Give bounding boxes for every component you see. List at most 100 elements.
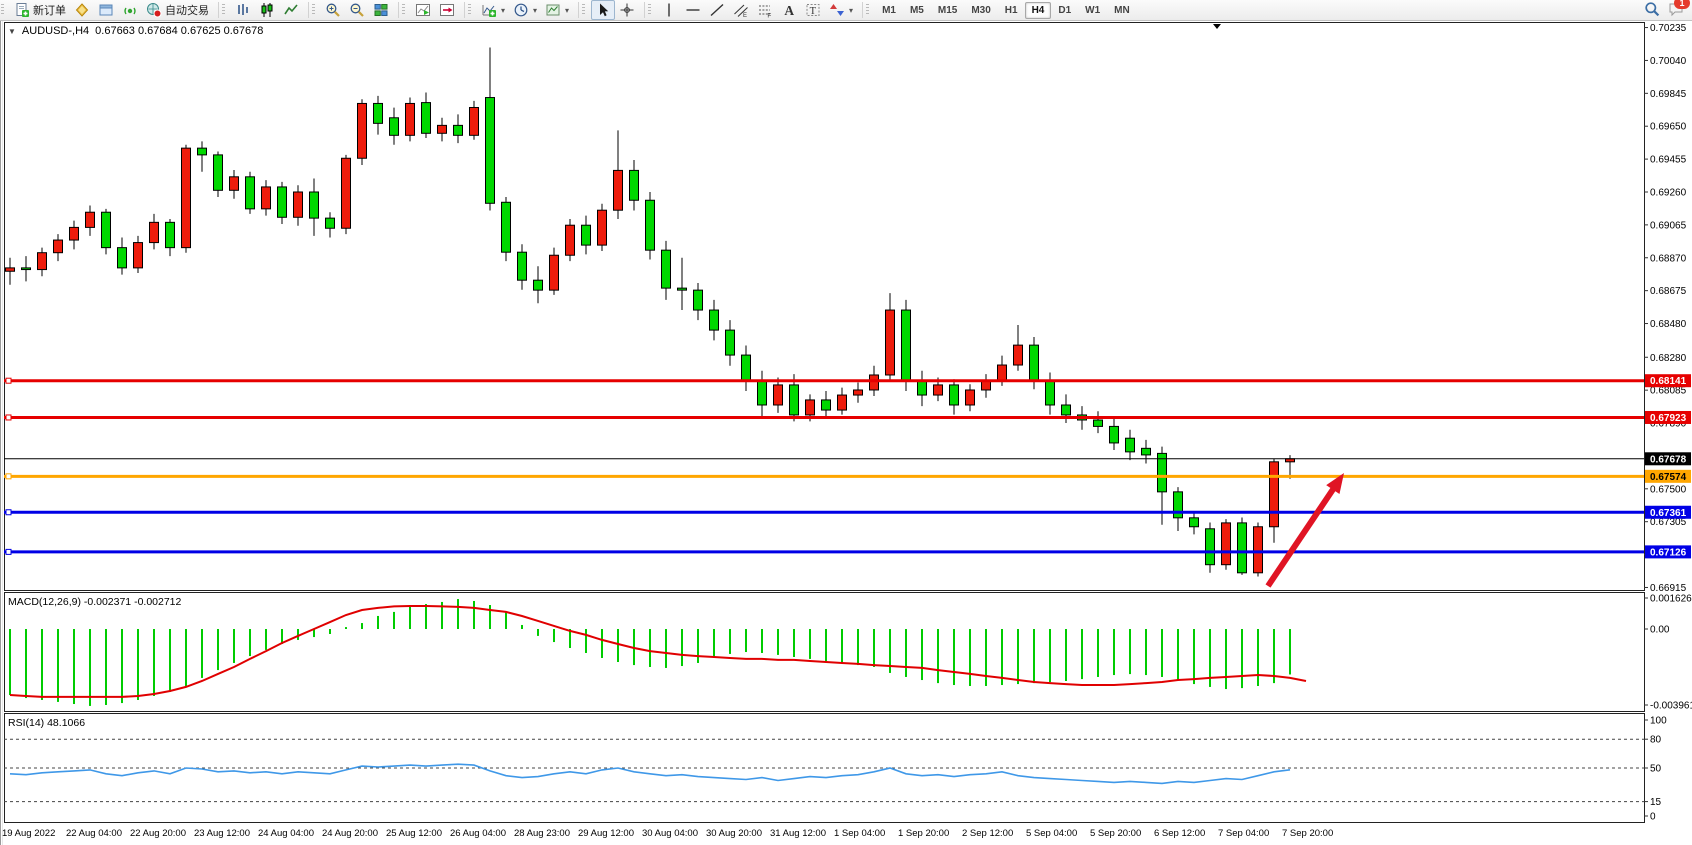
chevron-down-icon[interactable]: ▾ (849, 5, 854, 15)
candle[interactable] (517, 244, 527, 290)
chevron-down-icon[interactable]: ▾ (533, 5, 538, 15)
candle[interactable] (581, 215, 591, 255)
candle[interactable] (133, 235, 143, 273)
new-order-button[interactable]: 新订单 (10, 0, 70, 20)
candle[interactable] (181, 144, 191, 253)
candle[interactable] (1109, 417, 1119, 451)
timeframe-h1-button[interactable]: H1 (1004, 4, 1018, 16)
candle[interactable] (197, 141, 207, 172)
timeframe-mn-button[interactable]: MN (1114, 4, 1130, 16)
chart-shift-button[interactable] (435, 0, 459, 20)
zoom-in-button[interactable] (321, 0, 345, 20)
current-price-line[interactable]: 0.67678 (4, 452, 1691, 466)
bar-chart-button[interactable] (231, 0, 255, 20)
candle[interactable] (1141, 439, 1151, 464)
cursor-button[interactable] (591, 0, 616, 20)
templates-button[interactable]: ▾ (541, 0, 573, 20)
chevron-down-icon[interactable]: ▾ (565, 5, 570, 15)
timeframe-m15-button[interactable]: M15 (937, 4, 958, 16)
candle[interactable] (1189, 512, 1199, 535)
candle[interactable] (693, 283, 703, 321)
trendline-button[interactable] (705, 0, 729, 20)
candle[interactable] (965, 384, 975, 412)
candle[interactable] (293, 185, 303, 226)
line-chart-button[interactable] (279, 0, 303, 20)
candlestick-button[interactable] (255, 0, 279, 20)
vertical-line-button[interactable] (657, 0, 681, 20)
candle[interactable] (245, 171, 255, 214)
signals-button[interactable] (118, 0, 142, 20)
resistance-line-1[interactable]: 0.68141 (4, 374, 1691, 388)
candle[interactable] (277, 181, 287, 225)
support-line-2[interactable]: 0.67126 (4, 545, 1691, 559)
line-handle[interactable] (5, 473, 12, 480)
toolbar-grip[interactable] (222, 4, 225, 16)
toolbar-grip[interactable] (648, 4, 652, 16)
candle[interactable] (21, 256, 31, 282)
toolbar-grip[interactable] (582, 4, 586, 16)
auto-trading-button[interactable]: 自动交易 (142, 0, 213, 20)
main-pane[interactable] (4, 22, 1645, 591)
candle[interactable] (1221, 519, 1231, 570)
candle[interactable] (1125, 429, 1135, 461)
candle[interactable] (565, 218, 575, 262)
text-label-button[interactable]: T (801, 0, 825, 20)
candle[interactable] (1237, 517, 1247, 575)
candle[interactable] (501, 197, 511, 262)
candle[interactable] (485, 47, 495, 211)
candle[interactable] (117, 237, 127, 275)
candle[interactable] (885, 293, 895, 381)
chart-shift-marker[interactable] (1213, 24, 1221, 29)
candle[interactable] (5, 257, 15, 285)
fibonacci-button[interactable]: F (753, 0, 777, 20)
candle[interactable] (853, 382, 863, 403)
timeframe-h4-button[interactable]: H4 (1024, 1, 1052, 19)
support-line-1[interactable]: 0.67361 (4, 505, 1691, 519)
orange-level-line[interactable]: 0.67574 (4, 469, 1691, 483)
candle[interactable] (629, 159, 639, 211)
toolbar-grip[interactable] (402, 4, 405, 16)
candle[interactable] (1205, 522, 1215, 573)
candle[interactable] (1093, 411, 1103, 434)
candle[interactable] (1013, 325, 1023, 371)
candle[interactable] (901, 299, 911, 391)
text-button[interactable]: A (777, 0, 801, 20)
toolbar-grip[interactable] (866, 4, 870, 16)
candle[interactable] (437, 117, 447, 142)
candle[interactable] (85, 205, 95, 236)
candle[interactable] (821, 390, 831, 417)
timeframe-m5-button[interactable]: M5 (909, 4, 924, 16)
timeframe-m30-button[interactable]: M30 (971, 4, 991, 16)
indicators-button[interactable]: ▾ (477, 0, 509, 20)
candle[interactable] (949, 379, 959, 415)
resistance-line-2[interactable]: 0.67923 (4, 410, 1691, 424)
timeframe-m1-button[interactable]: M1 (882, 4, 896, 16)
candle[interactable] (421, 92, 431, 139)
candle[interactable] (677, 257, 687, 311)
chevron-down-icon[interactable]: ▾ (501, 5, 506, 15)
candle[interactable] (1253, 522, 1263, 577)
one-click-trading-toggle[interactable]: ▼ (8, 26, 16, 36)
candle[interactable] (261, 180, 271, 216)
candle[interactable] (389, 107, 399, 145)
candle[interactable] (469, 100, 479, 140)
quotes-button[interactable] (70, 0, 94, 20)
candle[interactable] (725, 320, 735, 366)
toolbar-grip[interactable] (312, 4, 315, 16)
candle[interactable] (453, 114, 463, 144)
candle[interactable] (37, 247, 47, 277)
line-handle[interactable] (5, 414, 12, 421)
auto-scroll-button[interactable] (411, 0, 435, 20)
navigator-button[interactable] (94, 0, 118, 20)
toolbar-grip[interactable] (1, 4, 4, 16)
zoom-out-button[interactable] (345, 0, 369, 20)
horizontal-line-button[interactable] (681, 0, 705, 20)
candle[interactable] (341, 154, 351, 235)
candle[interactable] (165, 218, 175, 257)
notifications-button[interactable]: 1 (1668, 0, 1690, 20)
line-handle[interactable] (5, 377, 12, 384)
candle[interactable] (549, 247, 559, 295)
line-handle[interactable] (5, 548, 12, 555)
candle[interactable] (709, 299, 719, 341)
timeframe-w1-button[interactable]: W1 (1085, 4, 1101, 16)
